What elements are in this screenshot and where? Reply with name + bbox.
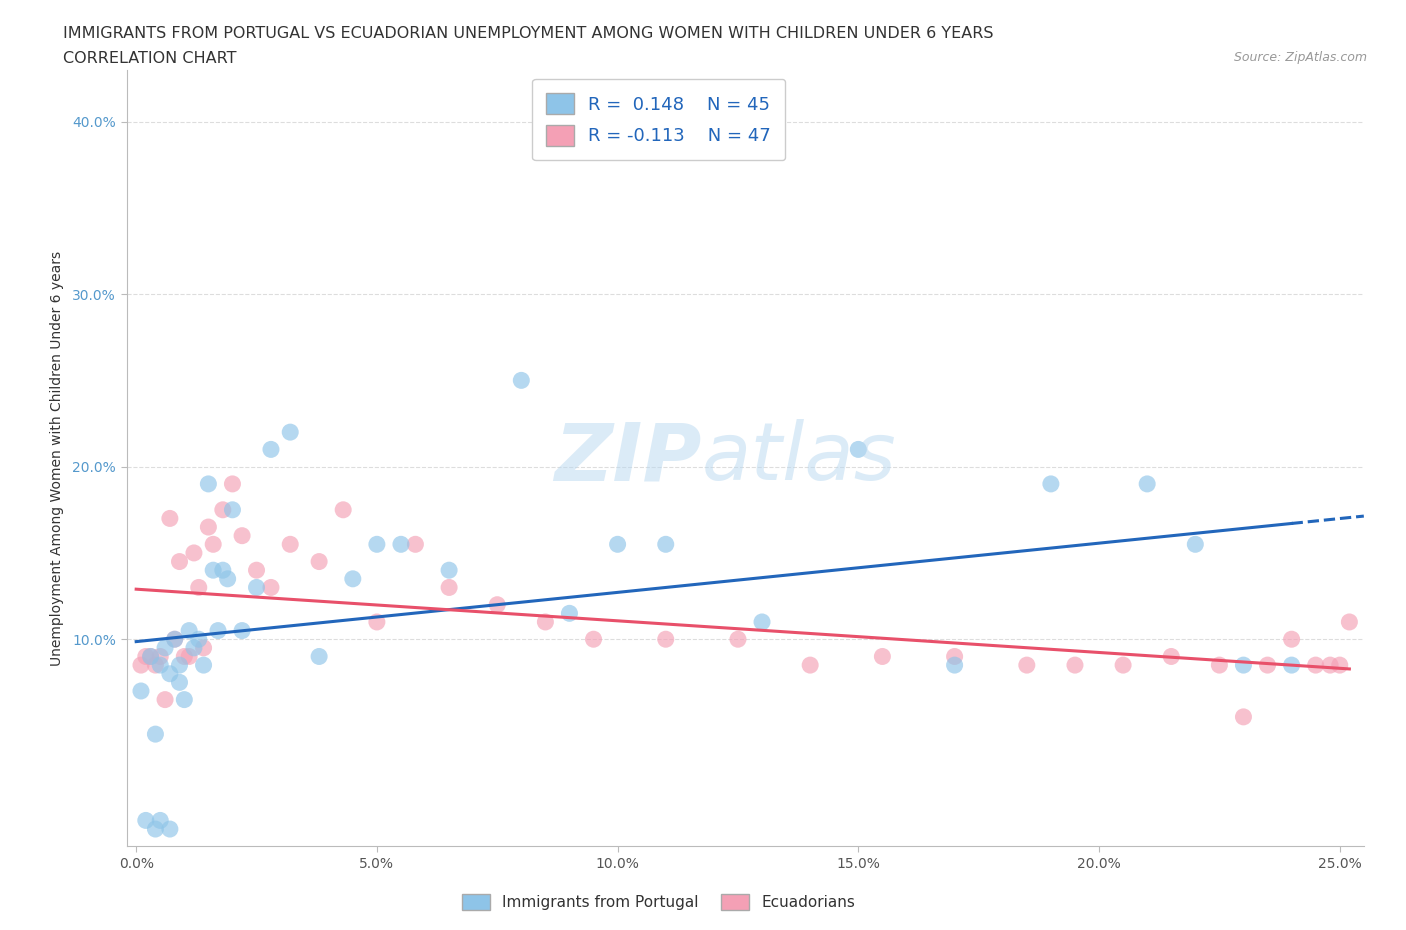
- Point: [245, 563, 267, 578]
- Point: [197, 476, 219, 491]
- Point: [221, 476, 243, 491]
- Y-axis label: Unemployment Among Women with Children Under 6 years: Unemployment Among Women with Children U…: [51, 250, 63, 666]
- Point: [308, 554, 330, 569]
- Point: [1319, 658, 1341, 672]
- Point: [202, 563, 225, 578]
- Point: [145, 726, 167, 741]
- Point: [211, 563, 233, 578]
- Point: [173, 692, 195, 707]
- Point: [1064, 658, 1087, 672]
- Point: [187, 631, 209, 646]
- Point: [179, 649, 201, 664]
- Text: IMMIGRANTS FROM PORTUGAL VS ECUADORIAN UNEMPLOYMENT AMONG WOMEN WITH CHILDREN UN: IMMIGRANTS FROM PORTUGAL VS ECUADORIAN U…: [63, 26, 994, 41]
- Legend: Immigrants from Portugal, Ecuadorians: Immigrants from Portugal, Ecuadorians: [456, 888, 860, 916]
- Point: [193, 641, 215, 656]
- Point: [1160, 649, 1182, 664]
- Point: [169, 675, 191, 690]
- Point: [217, 571, 239, 586]
- Point: [169, 658, 191, 672]
- Point: [332, 502, 354, 517]
- Point: [135, 813, 157, 828]
- Point: [159, 821, 181, 836]
- Point: [1305, 658, 1327, 672]
- Point: [278, 537, 301, 551]
- Point: [308, 649, 330, 664]
- Point: [846, 442, 869, 457]
- Point: [727, 631, 749, 646]
- Point: [582, 631, 605, 646]
- Point: [799, 658, 821, 672]
- Point: [260, 442, 283, 457]
- Point: [655, 537, 678, 551]
- Point: [1136, 476, 1159, 491]
- Point: [437, 563, 460, 578]
- Point: [245, 580, 267, 595]
- Point: [221, 502, 243, 517]
- Point: [943, 649, 966, 664]
- Point: [163, 631, 186, 646]
- Point: [211, 502, 233, 517]
- Point: [179, 623, 201, 638]
- Point: [193, 658, 215, 672]
- Text: atlas: atlas: [702, 419, 897, 497]
- Point: [1329, 658, 1351, 672]
- Point: [139, 649, 162, 664]
- Point: [149, 813, 172, 828]
- Point: [145, 658, 167, 672]
- Point: [389, 537, 412, 551]
- Point: [943, 658, 966, 672]
- Point: [231, 528, 253, 543]
- Point: [183, 641, 205, 656]
- Point: [260, 580, 283, 595]
- Point: [149, 658, 172, 672]
- Point: [173, 649, 195, 664]
- Point: [1281, 631, 1303, 646]
- Text: ZIP: ZIP: [554, 419, 702, 497]
- Point: [169, 554, 191, 569]
- Point: [197, 520, 219, 535]
- Point: [1184, 537, 1206, 551]
- Point: [139, 649, 162, 664]
- Point: [1039, 476, 1062, 491]
- Point: [207, 623, 229, 638]
- Point: [437, 580, 460, 595]
- Point: [159, 511, 181, 525]
- Point: [366, 537, 388, 551]
- Point: [145, 821, 167, 836]
- Point: [510, 373, 533, 388]
- Point: [231, 623, 253, 638]
- Text: CORRELATION CHART: CORRELATION CHART: [63, 51, 236, 66]
- Point: [1015, 658, 1038, 672]
- Point: [1112, 658, 1135, 672]
- Point: [129, 658, 152, 672]
- Point: [183, 546, 205, 561]
- Point: [1281, 658, 1303, 672]
- Point: [872, 649, 894, 664]
- Point: [278, 425, 301, 440]
- Point: [1232, 658, 1254, 672]
- Point: [366, 615, 388, 630]
- Text: Source: ZipAtlas.com: Source: ZipAtlas.com: [1233, 51, 1367, 64]
- Point: [655, 631, 678, 646]
- Point: [486, 597, 509, 612]
- Point: [534, 615, 557, 630]
- Point: [153, 641, 176, 656]
- Point: [159, 666, 181, 681]
- Point: [163, 631, 186, 646]
- Point: [1257, 658, 1279, 672]
- Point: [153, 692, 176, 707]
- Point: [1232, 710, 1254, 724]
- Point: [1339, 615, 1361, 630]
- Point: [606, 537, 628, 551]
- Point: [202, 537, 225, 551]
- Point: [129, 684, 152, 698]
- Point: [149, 649, 172, 664]
- Point: [751, 615, 773, 630]
- Point: [558, 606, 581, 621]
- Point: [1208, 658, 1230, 672]
- Point: [342, 571, 364, 586]
- Point: [135, 649, 157, 664]
- Point: [404, 537, 426, 551]
- Point: [187, 580, 209, 595]
